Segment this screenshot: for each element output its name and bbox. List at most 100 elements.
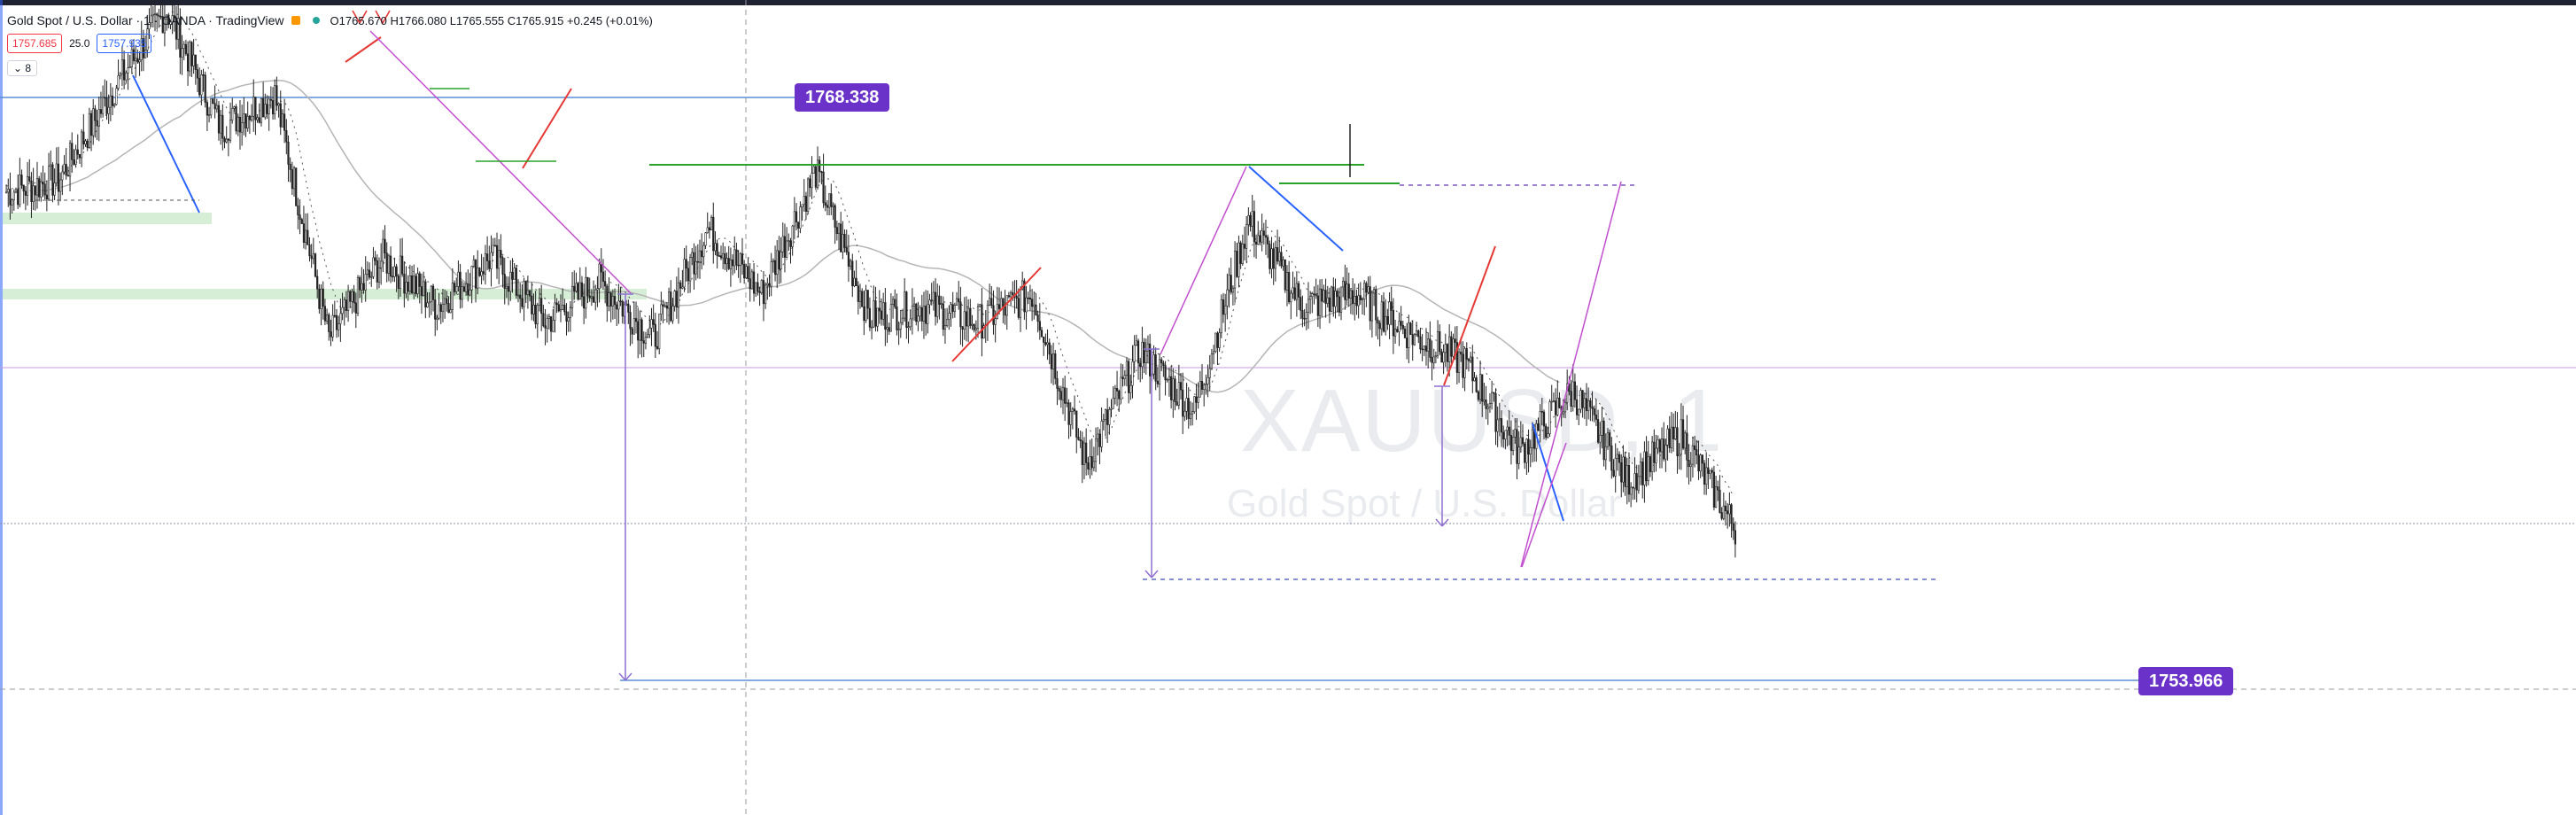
candle-body — [1230, 275, 1232, 293]
candle-body — [519, 294, 522, 299]
candle-body — [886, 327, 888, 330]
candle-body — [747, 266, 749, 279]
candle-body — [441, 304, 445, 312]
candle-body — [339, 313, 342, 324]
candle-body — [1363, 283, 1366, 299]
candle-body — [501, 257, 504, 275]
candle-body — [940, 303, 943, 305]
candle-body — [111, 95, 114, 106]
candle-body — [384, 238, 386, 254]
candle-body — [1326, 297, 1329, 304]
indicators-toggle[interactable]: ⌄ 8 — [7, 60, 38, 76]
candle-body — [1288, 271, 1291, 303]
candle-body — [1226, 289, 1229, 307]
candle-body — [1660, 439, 1664, 453]
candle-body — [1413, 334, 1416, 345]
candle-body — [268, 98, 270, 114]
candle-body — [865, 290, 867, 322]
candle-body — [459, 271, 462, 300]
candle-body — [1238, 242, 1240, 277]
candle-body — [961, 326, 964, 330]
sell-button[interactable]: 1757.685 — [7, 34, 63, 53]
candle-body — [312, 253, 314, 260]
candle-body — [1668, 428, 1671, 448]
candle-body — [1624, 456, 1626, 487]
candle-body — [318, 288, 321, 309]
candle-body — [1301, 310, 1304, 319]
candle-body — [942, 303, 944, 330]
candle-body — [842, 234, 844, 252]
candle-body — [1641, 462, 1644, 485]
candle-body — [285, 129, 288, 143]
candle-body — [231, 108, 234, 121]
candle-body — [729, 259, 732, 269]
candle-body — [943, 325, 947, 330]
candle-body — [1699, 454, 1702, 472]
candle-body — [783, 236, 787, 258]
candle-body — [1452, 338, 1455, 357]
candle-body — [88, 113, 90, 148]
candle-body — [1164, 365, 1167, 380]
candle-body — [516, 294, 520, 297]
candle-body — [24, 190, 27, 196]
candle-body — [237, 116, 239, 132]
symbol-title[interactable]: Gold Spot / U.S. Dollar · 1 · OANDA · Tr… — [7, 13, 284, 27]
market-open-icon — [312, 17, 320, 24]
candle-body — [1251, 211, 1253, 227]
candle-body — [130, 49, 133, 67]
candle-body — [1594, 415, 1597, 420]
candle-body — [493, 244, 496, 247]
upper-level-label[interactable]: 1768.338 — [795, 83, 890, 112]
candle-body — [1195, 396, 1198, 403]
candle-body — [586, 276, 589, 297]
candle-body — [1123, 375, 1126, 379]
candle-body — [210, 98, 213, 115]
candle-body — [850, 260, 852, 267]
candle-body — [979, 304, 982, 307]
candle-body — [606, 285, 609, 307]
candle-body — [1115, 388, 1119, 392]
candle-body — [86, 140, 89, 148]
candle-body — [1724, 505, 1727, 512]
candle-body — [546, 318, 548, 329]
candle-body — [917, 315, 919, 322]
candle-body — [974, 328, 977, 330]
candle-body — [366, 269, 369, 275]
candle-body — [934, 291, 937, 317]
candle-body — [1519, 437, 1522, 448]
candle-body — [1382, 301, 1385, 332]
candle-body — [1303, 318, 1306, 320]
trend-line-magenta — [1521, 442, 1567, 568]
candle-body — [392, 276, 394, 278]
candle-body — [1079, 439, 1082, 442]
candle-body — [250, 115, 253, 120]
candle-body — [1051, 353, 1055, 369]
candle-body — [55, 163, 58, 183]
candle-body — [486, 253, 489, 261]
candle-body — [78, 154, 81, 159]
candle-body — [538, 298, 541, 306]
candle-body — [1297, 283, 1300, 298]
candle-body — [969, 307, 972, 326]
candle-body — [213, 103, 216, 110]
candle-body — [1446, 344, 1449, 362]
candle-body — [1509, 435, 1513, 451]
candle-body — [1455, 342, 1458, 373]
candle-body — [158, 14, 160, 17]
candle-body — [1460, 351, 1463, 355]
candle-body — [175, 17, 178, 40]
candle-body — [135, 58, 137, 61]
candle-body — [1734, 530, 1737, 545]
candle-body — [1100, 420, 1103, 447]
lower-level-label[interactable]: 1753.966 — [2138, 667, 2234, 695]
candle-body — [113, 104, 116, 106]
candle-body — [578, 282, 581, 300]
candle-body — [511, 271, 514, 280]
buy-button[interactable]: 1757.935 — [97, 34, 152, 53]
candle-body — [585, 276, 587, 309]
candle-body — [1579, 390, 1582, 410]
candle-body — [1113, 388, 1116, 399]
candle-body — [1352, 290, 1354, 304]
candle-body — [61, 171, 64, 181]
candle-body — [1292, 287, 1294, 294]
